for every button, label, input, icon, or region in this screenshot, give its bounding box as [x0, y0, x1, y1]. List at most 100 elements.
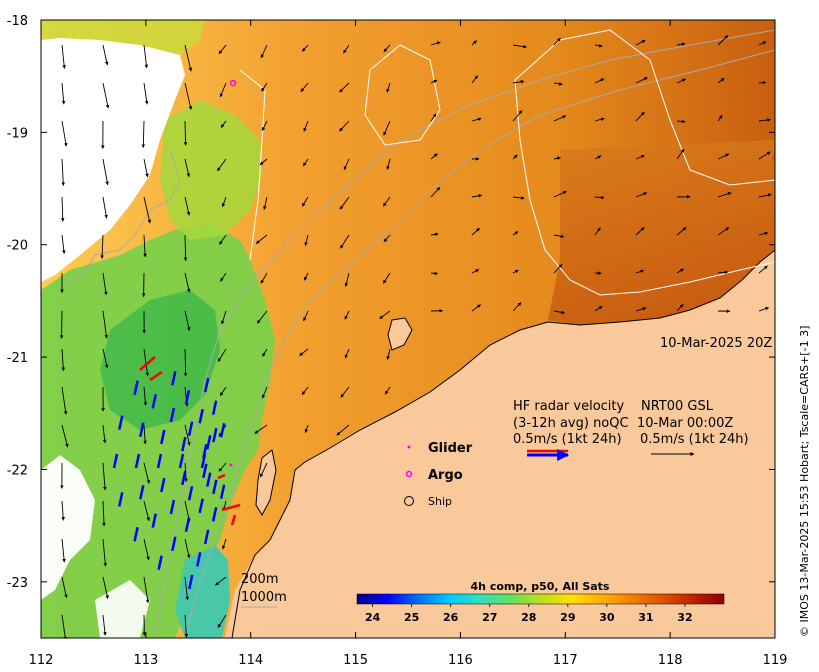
current-vector — [143, 196, 152, 224]
hf-radar-vector — [139, 484, 145, 500]
current-vector — [430, 41, 441, 46]
hf-radar-vector — [211, 400, 218, 415]
hf-radar-vector — [157, 555, 163, 570]
hf-radar-vector — [198, 498, 204, 514]
current-vector — [339, 234, 350, 249]
current-vector — [221, 310, 227, 325]
current-vector — [386, 82, 391, 93]
current-vector — [301, 196, 309, 207]
current-vector — [102, 82, 110, 109]
hf-radar-vector — [202, 443, 208, 459]
current-vector — [184, 158, 191, 178]
credit-label: © IMOS 13-Mar-2025 15:53 Hobart; Tscale=… — [798, 326, 811, 637]
hf-radar-vector — [133, 527, 139, 542]
isobath-200m — [184, 49, 775, 638]
current-vector — [143, 82, 149, 105]
current-vector — [676, 304, 684, 312]
current-vector — [102, 196, 108, 219]
hf-radar-vector — [230, 514, 237, 526]
current-vector — [635, 192, 648, 198]
hf-radar-vector — [195, 552, 202, 567]
hf-radar-vector — [133, 380, 139, 395]
current-vector — [304, 234, 309, 246]
current-vector — [758, 265, 768, 274]
current-vector — [183, 348, 188, 377]
current-vector — [259, 462, 268, 478]
current-vector — [61, 424, 69, 448]
current-vector — [184, 82, 193, 110]
current-vector — [471, 304, 481, 312]
x-tick-label: 115 — [343, 653, 368, 668]
current-vector — [379, 310, 391, 320]
current-vector — [184, 538, 191, 559]
current-vector — [260, 44, 268, 59]
current-vector — [102, 500, 106, 527]
current-vector — [143, 538, 150, 561]
hf-radar-vector — [160, 429, 166, 445]
current-vector — [676, 78, 686, 84]
x-tick-label: 117 — [553, 653, 578, 668]
current-vector — [259, 158, 268, 166]
current-vector — [383, 120, 391, 136]
nrt-legend-line-3: 0.5m/s (1kt 24h) — [640, 432, 749, 447]
y-tick-label: -18 — [7, 14, 28, 29]
current-vector — [336, 424, 350, 436]
current-vector — [676, 227, 687, 236]
current-vector — [553, 190, 567, 198]
current-vector — [339, 196, 350, 210]
current-vector — [758, 118, 771, 122]
hf-radar-vector — [184, 517, 191, 533]
current-vector — [102, 348, 109, 369]
current-vector — [553, 82, 563, 86]
glider-marker — [229, 463, 233, 467]
current-vector — [553, 264, 563, 274]
current-vector — [303, 120, 309, 132]
current-vector — [102, 158, 109, 186]
current-vector — [61, 500, 65, 521]
isobath-shelf — [59, 149, 181, 286]
current-vector — [758, 193, 772, 198]
current-vector — [61, 120, 68, 147]
current-vector — [219, 234, 227, 245]
current-vector — [676, 148, 685, 160]
current-vector — [635, 154, 645, 160]
current-vector — [61, 234, 66, 254]
green-filament — [100, 290, 220, 430]
current-vector — [143, 576, 150, 604]
platform-legend: Glider Argo Ship — [404, 441, 473, 508]
current-vector — [254, 424, 268, 434]
isobath-1000m — [154, 29, 775, 638]
hf-radar-vector — [202, 463, 208, 479]
hf-radar-vectors — [112, 356, 241, 590]
current-vector — [339, 82, 350, 93]
current-vector — [184, 614, 189, 638]
isobath-1000-label: 1000m — [241, 590, 287, 605]
current-vector — [339, 120, 350, 132]
y-axis: -18 -19 -20 -21 -22 -23 — [7, 14, 775, 591]
current-vector — [102, 310, 109, 339]
coastline — [231, 249, 775, 638]
current-vector — [61, 386, 68, 415]
hf-radar-vector — [118, 492, 124, 507]
glider-legend-label: Glider — [428, 441, 473, 456]
current-vector — [758, 151, 771, 160]
current-vector — [219, 82, 227, 98]
current-vector — [343, 158, 350, 171]
current-vector — [512, 196, 525, 200]
current-vector — [383, 234, 391, 243]
current-vector — [717, 35, 729, 46]
current-vector — [717, 191, 732, 198]
current-vector — [102, 462, 107, 491]
timestamp-label: 10-Mar-2025 20Z — [660, 336, 772, 351]
current-vector — [471, 268, 480, 274]
current-vectors — [59, 35, 772, 638]
hf-radar-legend: HF radar velocity (3-12h avg) noQC 0.5m/… — [513, 399, 749, 461]
y-tick-label: -22 — [7, 463, 28, 478]
hf-radar-vector — [219, 422, 226, 438]
hf-radar-vector — [156, 453, 163, 469]
current-vector — [553, 156, 561, 160]
current-vector — [717, 270, 729, 275]
hf-radar-vector — [139, 422, 145, 438]
current-vector — [386, 348, 391, 360]
isobath-legend: 200m 1000m — [241, 572, 287, 608]
